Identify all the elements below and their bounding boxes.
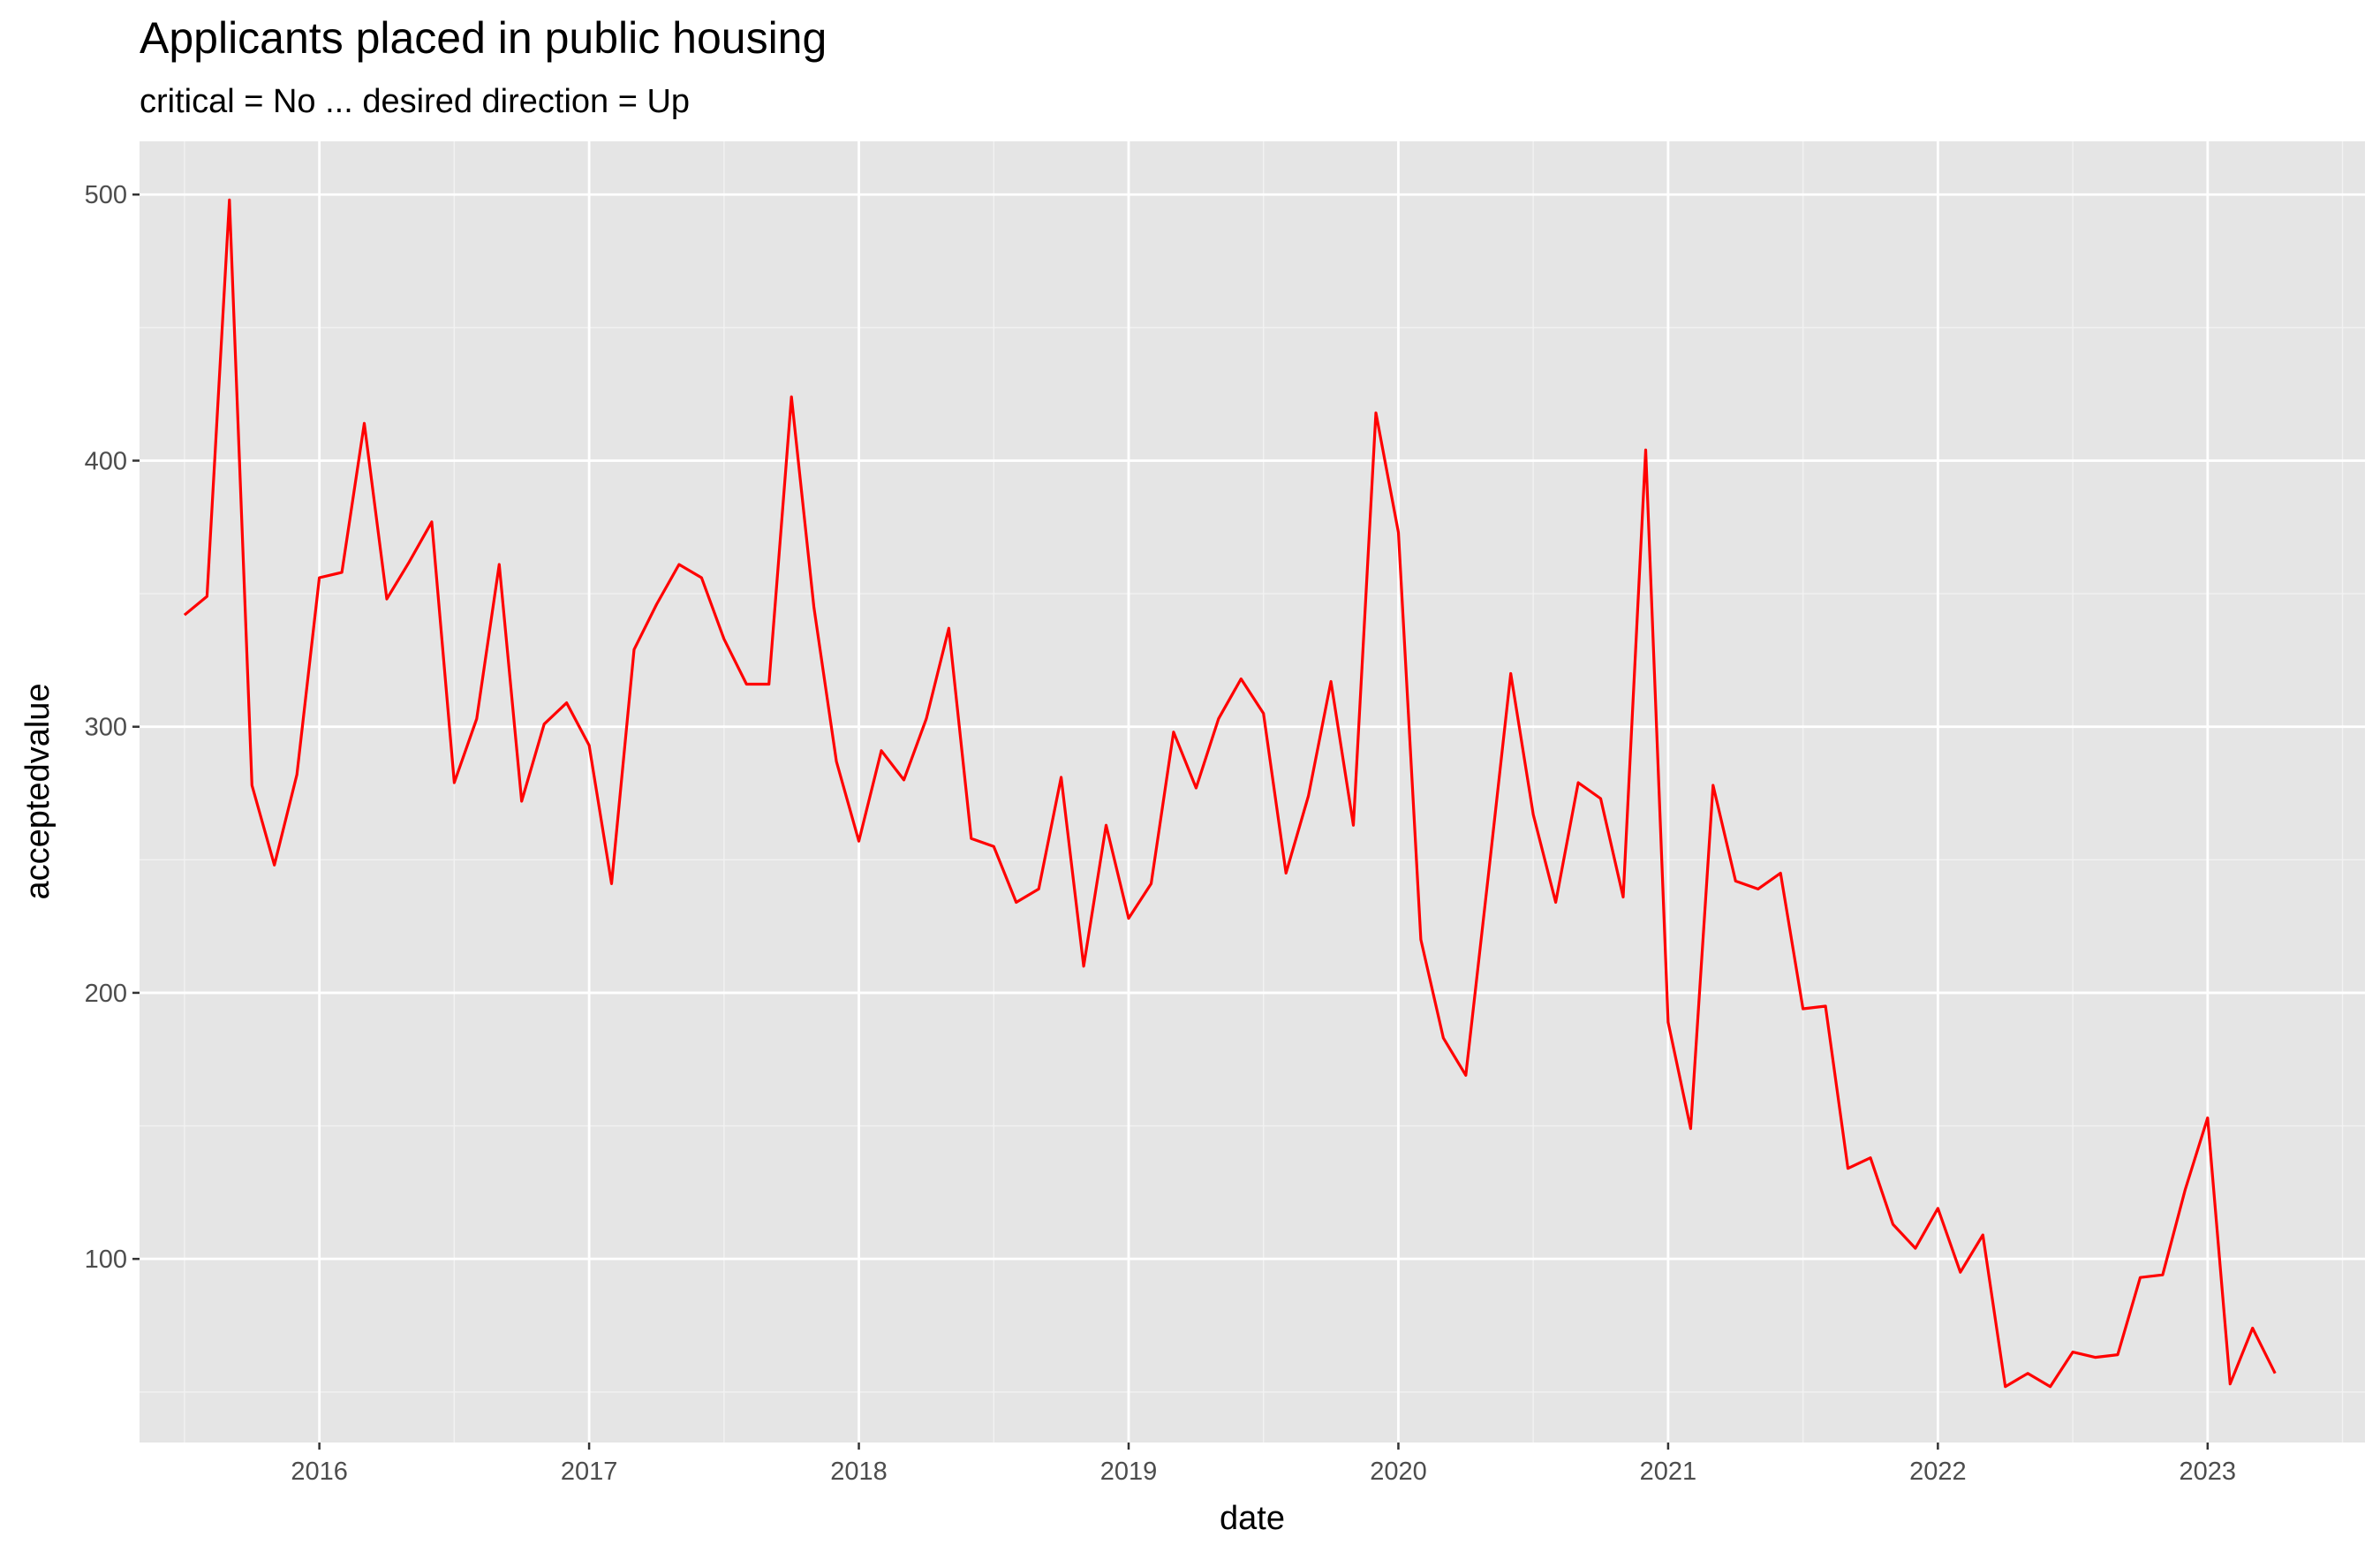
series-layer xyxy=(183,198,2277,1389)
x-axis-ticks: 2016 2017 2018 2019 2020 2021 2022 2023 xyxy=(291,1443,2236,1486)
chart-subtitle: critical = No ... desired direction = Up xyxy=(140,83,690,120)
gridlines xyxy=(140,141,2365,1443)
x-tick-label: 2018 xyxy=(830,1458,888,1486)
y-axis-ticks: 100 200 300 400 500 xyxy=(85,181,140,1274)
x-tick-label: 2020 xyxy=(1370,1458,1427,1486)
y-tick-label: 500 xyxy=(85,181,127,209)
y-axis-title: acceptedvalue xyxy=(19,683,57,899)
x-tick-label: 2023 xyxy=(2180,1458,2237,1486)
x-axis-title: date xyxy=(1220,1500,1285,1537)
y-tick-label: 300 xyxy=(85,714,127,742)
x-tick-label: 2022 xyxy=(1909,1458,1967,1486)
y-tick-label: 200 xyxy=(85,980,127,1008)
y-tick-label: 100 xyxy=(85,1246,127,1274)
y-tick-label: 400 xyxy=(85,447,127,475)
x-tick-label: 2016 xyxy=(291,1458,348,1486)
x-tick-label: 2017 xyxy=(561,1458,618,1486)
x-tick-label: 2019 xyxy=(1100,1458,1158,1486)
chart-title: Applicants placed in public housing xyxy=(140,13,827,63)
x-tick-label: 2021 xyxy=(1640,1458,1697,1486)
series-line xyxy=(183,198,2277,1389)
plot-panel xyxy=(140,141,2365,1443)
